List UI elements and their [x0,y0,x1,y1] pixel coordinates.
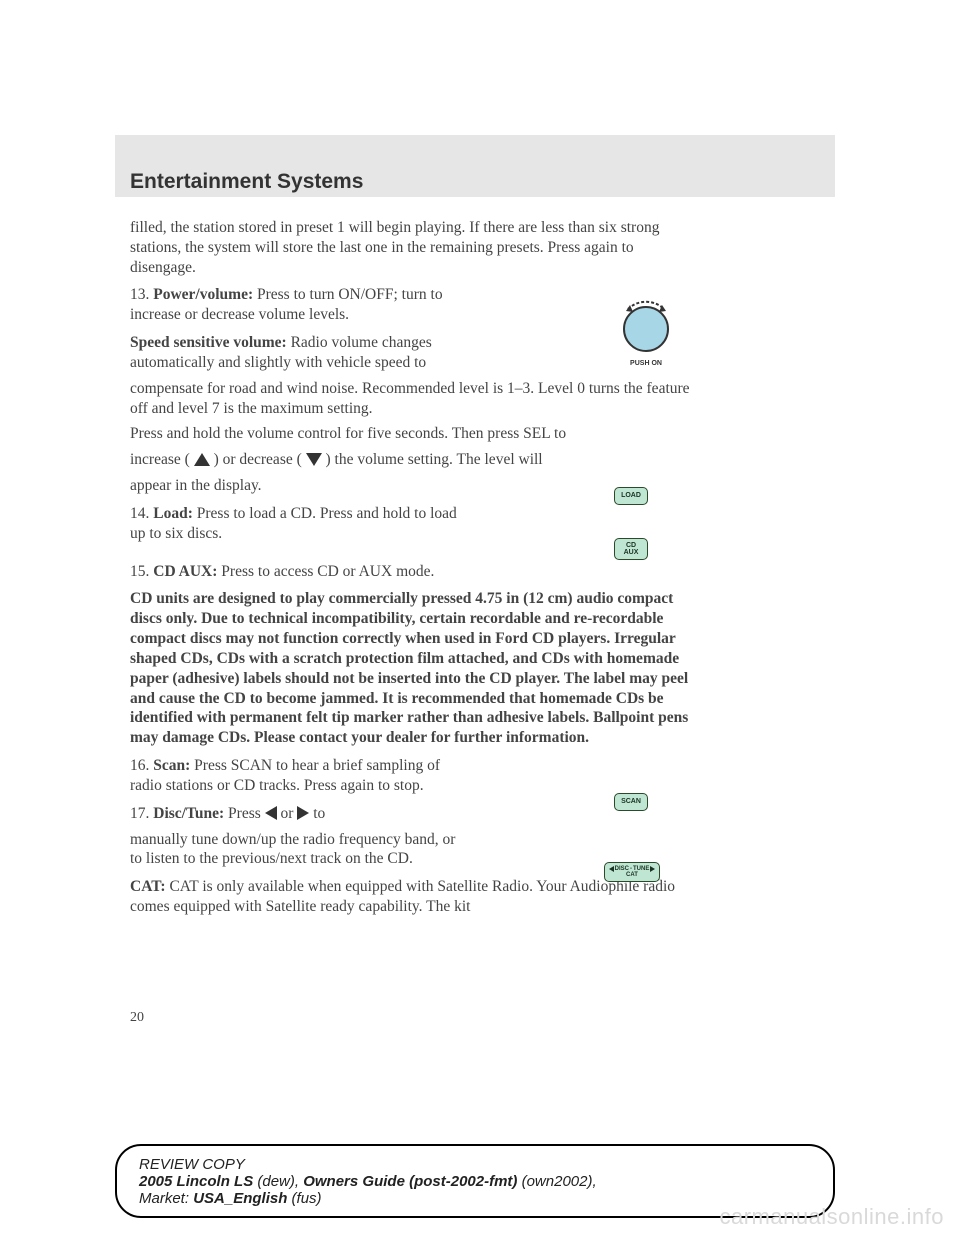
triangle-left-icon [265,806,277,820]
item-number: 15. [130,563,149,580]
cat-label: CAT [626,872,638,878]
cat-label: CAT: [130,878,166,895]
item-label: Scan: [153,757,190,774]
footer-market-bold: USA_English [193,1190,287,1207]
aux-label: AUX [624,549,639,556]
intro-paragraph: filled, the station stored in preset 1 w… [130,218,690,277]
item-label: Disc/Tune: [153,805,224,822]
volume-knob-icon: PUSH ON [610,295,682,375]
cat-text: CAT is only available when equipped with… [130,878,675,915]
scan-button-icon: SCAN [614,793,648,811]
ssv-d-post: ) the volume setting. The level will [326,451,543,468]
footer-model-rest: (dew), [253,1173,303,1190]
svg-text:PUSH ON: PUSH ON [630,360,662,367]
t17-mid: or [277,805,298,822]
t17-pre: Press [224,805,264,822]
item-17a: 17. Disc/Tune: Press or to [130,804,470,824]
section-title: Entertainment Systems [130,170,363,194]
disc-tune-button-icon: DISC-TUNE CAT [604,862,660,882]
item-text: Press to access CD or AUX mode. [217,563,434,580]
ssv-d: increase ( ) or decrease ( ) the volume … [130,450,690,470]
ssv-c: Press and hold the volume control for fi… [130,424,690,444]
cat-paragraph: CAT: CAT is only available when equipped… [130,877,690,917]
footer-model: 2005 Lincoln LS (dew), Owners Guide (pos… [139,1173,811,1190]
footer-guide-bold: Owners Guide (post-2002-fmt) [303,1173,517,1190]
watermark: carmanualsonline.info [719,1204,944,1230]
ssv-b: compensate for road and wind noise. Reco… [130,379,690,419]
triangle-right-icon [297,806,309,820]
cd-warning: CD units are designed to play commercial… [130,589,690,748]
item-16: 16. Scan: Press SCAN to hear a brief sam… [130,756,470,796]
body-text: filled, the station stored in preset 1 w… [130,218,690,925]
footer-market-rest: (fus) [287,1190,321,1207]
item-14: 14. Load: Press to load a CD. Press and … [130,504,470,544]
mini-left-icon [609,866,614,872]
t17-post: to [309,805,325,822]
item-number: 14. [130,505,149,522]
triangle-up-icon [194,453,210,466]
footer-market: Market: USA_English (fus) [139,1190,811,1207]
item-17b: manually tune down/up the radio frequenc… [130,830,470,870]
mini-right-icon [650,866,655,872]
cd-label: CD [626,542,636,549]
triangle-down-icon [306,453,322,466]
page-number: 20 [130,1010,144,1026]
footer-review: REVIEW COPY [139,1156,811,1173]
item-15: 15. CD AUX: Press to access CD or AUX mo… [130,562,470,582]
load-button-icon: LOAD [614,487,648,505]
footer-model-bold: 2005 Lincoln LS [139,1173,253,1190]
item-label: CD AUX: [153,563,217,580]
footer-market-label: Market: [139,1190,193,1207]
load-label: LOAD [621,492,641,499]
ssv-e: appear in the display. [130,476,690,496]
ssv-a: Speed sensitive volume: Radio volume cha… [130,333,470,373]
footer-guide-rest: (own2002), [517,1173,596,1190]
item-label: Load: [153,505,193,522]
item-13: 13. Power/volume: Press to turn ON/OFF; … [130,285,470,325]
item-number: 17. [130,805,149,822]
item-number: 13. [130,286,149,303]
ssv-label: Speed sensitive volume: [130,334,287,351]
ssv-d-mid: ) or decrease ( [214,451,302,468]
cd-aux-button-icon: CDAUX [614,538,648,560]
item-label: Power/volume: [153,286,253,303]
item-number: 16. [130,757,149,774]
scan-label: SCAN [621,798,641,805]
ssv-d-pre: increase ( [130,451,190,468]
